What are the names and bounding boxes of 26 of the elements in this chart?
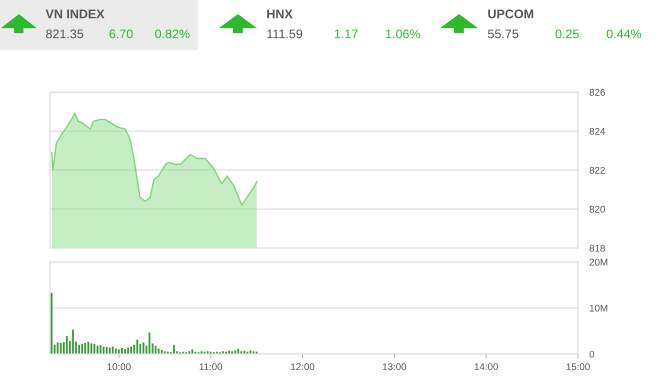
text: 0.44% <box>606 29 642 38</box>
text: 111.59 <box>267 29 302 38</box>
text: 0.82% <box>155 29 190 38</box>
text: 1.06% <box>386 29 420 38</box>
x-tick-label: 10:00 <box>107 363 131 370</box>
text: 821.35 <box>46 29 84 38</box>
y-tick-label: 10M <box>590 304 608 312</box>
text: HNX <box>267 10 293 18</box>
text: 55.75 <box>488 30 518 38</box>
x-tick-label: 15:00 <box>566 363 590 370</box>
y-tick-label: 822 <box>590 166 605 174</box>
text: 1.17 <box>334 30 358 38</box>
x-tick-label: 13:00 <box>382 363 406 370</box>
text: 0.25 <box>556 29 579 38</box>
x-tick-label: 14:00 <box>474 363 498 370</box>
y-tick-label: 818 <box>590 244 605 252</box>
text: UPCOM <box>488 9 534 18</box>
y-tick-label: 820 <box>590 206 605 213</box>
text: VN INDEX <box>46 10 104 18</box>
text: 6.70 <box>110 29 133 38</box>
x-tick-label: 12:00 <box>291 363 314 370</box>
y-tick-label: 0 <box>590 350 594 358</box>
y-tick-label: 826 <box>590 88 605 96</box>
y-tick-label: 20M <box>590 258 608 266</box>
x-tick-label: 11:00 <box>200 363 222 370</box>
y-tick-label: 824 <box>590 128 606 135</box>
